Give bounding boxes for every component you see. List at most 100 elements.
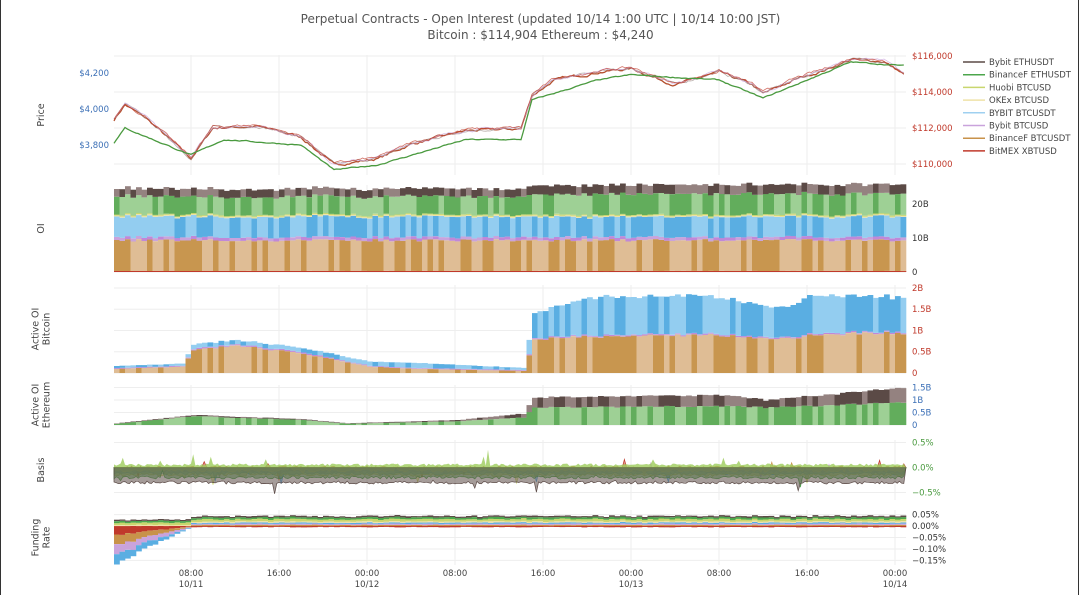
funding-segment-bybit-btcusd (383, 523, 390, 525)
area-segment-binancef-ethusdt (664, 193, 670, 216)
area-segment-bybit-ethusdt (746, 182, 753, 193)
area-segment-okex-btcusd (823, 216, 830, 218)
funding-segment-bybit-btcusd (218, 523, 225, 525)
area-segment-bitmex-xbtusd (389, 271, 395, 272)
area-segment-okex-btcusd (532, 215, 538, 217)
funding-segment-binancef-btcusdt (565, 524, 571, 527)
funding-segment-bybit-btcusd (119, 544, 126, 552)
area-segment-bybit-ethusdt (218, 416, 225, 418)
area-segment-bitmex-xbtusd (691, 271, 698, 272)
funding-segment-bitmex-xbtusd (834, 526, 841, 527)
funding-segment-bybit-btcusdt (427, 522, 434, 524)
funding-segment-bybit-btcusdt (345, 522, 351, 524)
area-segment-okex-btcusd (378, 216, 384, 218)
area-segment-okex-btcusd (609, 215, 615, 217)
area-segment-bybit-ethusdt (521, 188, 527, 197)
funding-segment-bybit-btcusd (295, 523, 302, 525)
area-segment-bybit-ethusdt (763, 400, 769, 409)
funding-segment-bybit-btcusd (444, 523, 450, 525)
area-segment-bybit-ethusdt (598, 184, 604, 195)
funding-segment-okex-btcusd (614, 521, 621, 523)
area-segment-binancef-ethusdt (119, 197, 126, 216)
area-segment-bybit-btcusdt (620, 296, 626, 336)
area-segment-binancef-ethusdt (224, 417, 230, 425)
funding-segment-binancef-btcusdt (691, 525, 698, 527)
funding-segment-binancef-ethusdt (818, 517, 824, 519)
funding-segment-bybit-btcusdt (521, 522, 527, 524)
area-segment-bitmex-xbtusd (680, 271, 687, 272)
area-segment-bybit-btcusdt (862, 296, 868, 331)
funding-segment-bybit-ethusdt (647, 515, 654, 518)
legend-label: BinanceF ETHUSDT (989, 71, 1072, 81)
funding-segment-bybit-btcusd (152, 535, 159, 541)
area-segment-bybit-btcusdt (504, 216, 511, 237)
area-segment-binancef-ethusdt (125, 194, 131, 214)
funding-segment-bybit-btcusd (719, 523, 725, 525)
funding-segment-huobi-btcusd (559, 518, 566, 522)
area-segment-bybit-ethusdt (730, 185, 736, 195)
area-segment-bybit-btcusdt (438, 364, 445, 369)
funding-segment-binancef-btcusdt (625, 524, 632, 526)
funding-segment-bybit-btcusdt (702, 522, 709, 524)
funding-segment-binancef-ethusdt (114, 521, 120, 524)
funding-segment-bybit-ethusdt (735, 515, 742, 517)
area-segment-bybit-ethusdt (262, 189, 269, 198)
funding-segment-bybit-ethusdt (471, 515, 478, 517)
area-segment-bybit-btcusdt (191, 215, 197, 236)
area-segment-binancef-ethusdt (669, 406, 676, 425)
funding-segment-bybit-btcusdt (724, 522, 731, 524)
area-segment-bybit-btcusdt (334, 354, 340, 360)
funding-segment-huobi-btcusd (521, 518, 527, 521)
funding-segment-bybit-btcusd (796, 523, 802, 525)
funding-segment-bitmex-xbtusd (499, 526, 505, 528)
area-segment-binancef-btcusdt (741, 240, 747, 271)
area-segment-binancef-ethusdt (653, 193, 659, 215)
area-segment-bybit-btcusdt (653, 296, 659, 334)
funding-segment-binancef-ethusdt (158, 520, 164, 523)
area-segment-bybit-btcusd (565, 336, 571, 338)
funding-segment-okex-btcusd (543, 521, 549, 524)
panel-label-text: OI (36, 223, 47, 233)
area-segment-binancef-btcusdt (774, 239, 780, 271)
area-segment-huobi-btcusd (669, 215, 676, 217)
area-segment-bybit-btcusdt (493, 366, 500, 370)
right-axis-tick: 0.5B (912, 409, 932, 419)
funding-segment-okex-btcusd (279, 521, 285, 523)
area-segment-bybit-btcusdt (565, 216, 571, 237)
area-segment-binancef-ethusdt (213, 196, 219, 215)
area-segment-binancef-ethusdt (785, 406, 791, 425)
area-segment-bitmex-xbtusd (554, 270, 560, 272)
area-segment-huobi-btcusd (312, 212, 318, 214)
funding-segment-binancef-ethusdt (218, 517, 225, 520)
funding-segment-huobi-btcusd (383, 519, 390, 522)
funding-segment-bybit-btcusdt (554, 522, 560, 524)
area-segment-huobi-btcusd (328, 214, 335, 215)
funding-segment-bybit-btcusdt (790, 523, 797, 525)
funding-segment-huobi-btcusd (158, 522, 164, 525)
area-segment-bitmex-xbtusd (433, 271, 439, 272)
area-segment-bybit-btcusdt (224, 218, 230, 238)
funding-segment-binancef-btcusdt (521, 524, 527, 526)
funding-segment-bybit-btcusdt (185, 528, 192, 529)
area-segment-okex-btcusd (790, 214, 797, 216)
area-segment-bybit-ethusdt (125, 186, 131, 195)
area-segment-binancef-btcusdt (636, 240, 643, 271)
funding-segment-bitmex-xbtusd (609, 526, 615, 528)
area-segment-huobi-btcusd (394, 214, 401, 216)
funding-segment-okex-btcusd (785, 521, 791, 523)
area-segment-binancef-ethusdt (609, 406, 615, 425)
area-segment-binancef-ethusdt (834, 405, 841, 425)
funding-segment-bybit-btcusd (499, 523, 505, 526)
area-segment-okex-btcusd (482, 215, 489, 217)
area-segment-huobi-btcusd (488, 215, 494, 217)
area-segment-huobi-btcusd (801, 213, 808, 215)
price-line-bitcoin (113, 58, 905, 164)
area-segment-bybit-btcusdt (207, 342, 214, 347)
area-segment-binancef-ethusdt (482, 196, 489, 215)
funding-segment-bybit-ethusdt (493, 515, 500, 517)
funding-segment-binancef-ethusdt (251, 517, 258, 519)
funding-segment-binancef-ethusdt (779, 517, 786, 519)
area-segment-binancef-btcusdt (152, 241, 159, 271)
funding-segment-binancef-ethusdt (862, 517, 868, 520)
area-segment-binancef-btcusdt (543, 339, 549, 373)
